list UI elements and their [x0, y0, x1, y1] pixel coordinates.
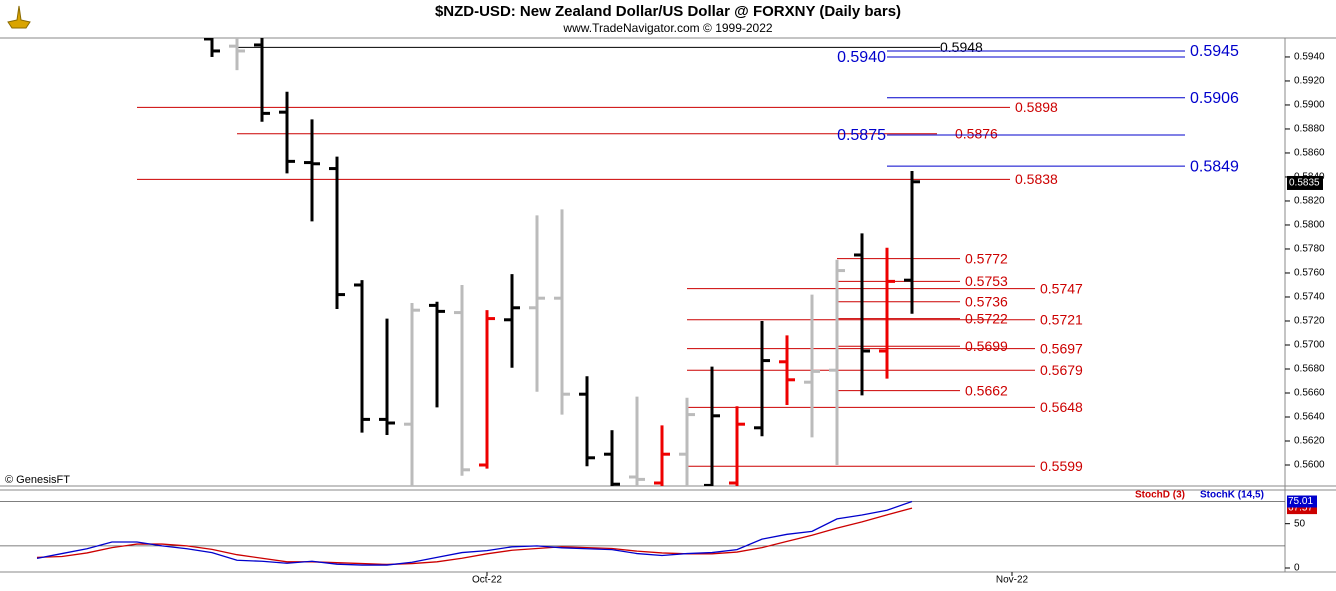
y-tick-label: 0.5740 [1294, 292, 1325, 303]
level-label: 0.5736 [965, 293, 1008, 309]
y-tick-label: 0.5600 [1294, 460, 1325, 471]
indicator-y-tick-label: 50 [1294, 518, 1306, 529]
level-label: 0.5772 [965, 250, 1008, 266]
level-label: 0.5648 [1040, 399, 1083, 415]
indicator-line [36, 500, 913, 566]
legend-entry: StochK (14,5) [1200, 490, 1264, 501]
x-tick-label: Nov-22 [996, 575, 1029, 586]
x-tick-label: Oct-22 [472, 575, 502, 586]
level-label: 0.5875 [837, 127, 886, 144]
y-tick-label: 0.5660 [1294, 388, 1325, 399]
indicator-value-label: 67.57 [1288, 503, 1313, 514]
level-label: 0.5940 [837, 49, 886, 66]
level-label: 0.5948 [940, 39, 983, 55]
level-label: 0.5849 [1190, 158, 1239, 175]
level-label: 0.5753 [965, 273, 1008, 289]
y-tick-label: 0.5640 [1294, 412, 1325, 423]
y-tick-label: 0.5720 [1294, 316, 1325, 327]
y-tick-label: 0.5620 [1294, 436, 1325, 447]
level-label: 0.5906 [1190, 90, 1239, 107]
y-tick-label: 0.5920 [1294, 76, 1325, 87]
chart-title: $NZD-USD: New Zealand Dollar/US Dollar @… [435, 3, 901, 20]
indicator-value-label: 75.01 [1288, 496, 1313, 507]
level-label: 0.5898 [1015, 99, 1058, 115]
level-label: 0.5662 [965, 382, 1008, 398]
level-label: 0.5876 [955, 125, 998, 141]
level-label: 0.5599 [1040, 458, 1083, 474]
y-tick-label: 0.5780 [1294, 244, 1325, 255]
level-label: 0.5747 [1040, 280, 1083, 296]
indicator-line [36, 507, 913, 566]
source-note: © GenesisFT [5, 474, 70, 486]
level-label: 0.5945 [1190, 43, 1239, 60]
level-label: 0.5722 [965, 310, 1008, 326]
y-tick-label: 0.5860 [1294, 148, 1325, 159]
level-label: 0.5838 [1015, 171, 1058, 187]
level-label: 0.5697 [1040, 340, 1083, 356]
level-label: 0.5679 [1040, 362, 1083, 378]
y-tick-label: 0.5880 [1294, 124, 1325, 135]
logo [4, 4, 34, 34]
y-tick-label: 0.5940 [1294, 52, 1325, 63]
chart-subtitle: www.TradeNavigator.com © 1999-2022 [562, 21, 772, 35]
level-label: 0.5721 [1040, 311, 1083, 327]
level-label: 0.5699 [965, 338, 1008, 354]
indicator-y-tick-label: 0 [1294, 563, 1300, 574]
y-tick-label: 0.5800 [1294, 220, 1325, 231]
y-tick-label: 0.5820 [1294, 196, 1325, 207]
last-price-label: 0.5835 [1289, 178, 1320, 189]
y-tick-label: 0.5760 [1294, 268, 1325, 279]
y-tick-label: 0.5680 [1294, 364, 1325, 375]
last-price-box [1287, 175, 1323, 190]
y-tick-label: 0.5900 [1294, 100, 1325, 111]
y-tick-label: 0.5700 [1294, 340, 1325, 351]
legend-entry: StochD (3) [1135, 490, 1185, 501]
plot-area: 0.5948 0.5945 0.5940 0.5906 0.5898 0.5876 0.58… [137, 38, 1239, 486]
indicator-value-box [1287, 495, 1317, 508]
